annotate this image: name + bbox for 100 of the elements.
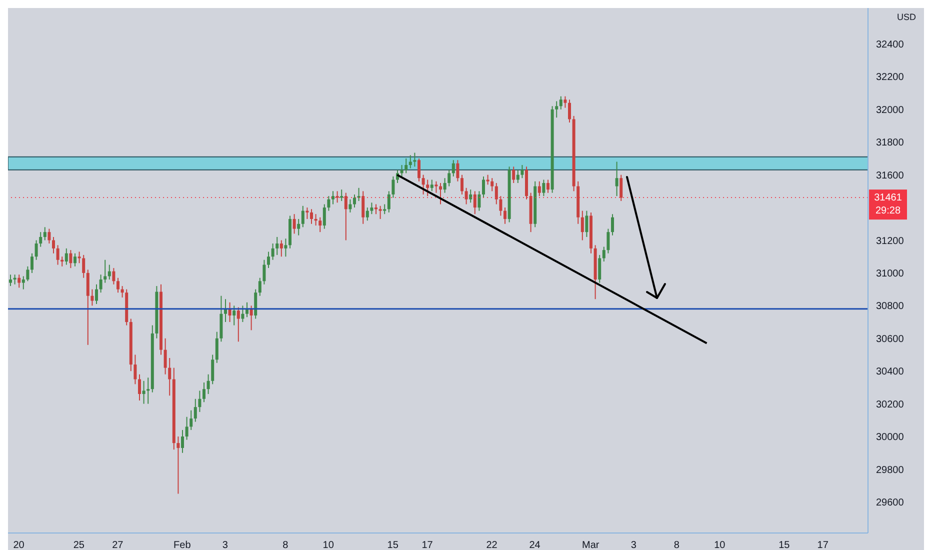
candlestick — [387, 190, 390, 213]
candlestick — [271, 243, 274, 260]
candlestick — [56, 244, 60, 266]
candlestick — [353, 194, 356, 208]
candlestick — [439, 182, 442, 205]
candlestick — [340, 189, 344, 202]
candlestick — [82, 254, 86, 278]
x-tick-label: 17 — [422, 540, 434, 550]
x-tick-label: 8 — [674, 540, 680, 550]
candlestick — [120, 286, 124, 298]
x-tick-label: 10 — [322, 540, 334, 550]
candlestick — [478, 190, 481, 212]
candlestick — [206, 374, 210, 394]
candlestick — [108, 264, 111, 280]
candlestick — [448, 169, 451, 187]
candlestick — [18, 274, 21, 288]
candlestick — [142, 380, 146, 404]
candlestick — [318, 216, 322, 233]
x-tick-label: 15 — [778, 540, 790, 550]
candlestick — [516, 169, 520, 184]
x-tick-label: Feb — [174, 540, 192, 550]
candlestick — [615, 161, 618, 197]
candlestick — [250, 305, 253, 331]
candlestick — [292, 214, 296, 234]
candlestick — [400, 164, 404, 177]
y-tick-label: 31800 — [876, 138, 904, 149]
candlestick — [228, 302, 232, 323]
x-tick-label: 22 — [486, 540, 498, 550]
candlestick — [430, 179, 434, 192]
candlestick — [327, 196, 330, 212]
y-tick-label: 30400 — [876, 366, 904, 378]
candlestick — [34, 240, 38, 260]
candlestick — [426, 179, 430, 197]
text: 29:28 — [875, 206, 901, 217]
candlestick — [538, 180, 541, 197]
candlestick — [512, 166, 516, 184]
y-tick-label: 30600 — [876, 334, 904, 345]
candlestick — [241, 305, 244, 323]
candlestick — [181, 429, 184, 454]
candlestick — [322, 204, 326, 230]
candlestick — [198, 390, 202, 412]
candlestick — [494, 182, 498, 205]
candlestick — [168, 358, 172, 396]
candlestick — [134, 354, 137, 385]
candlestick — [443, 178, 446, 194]
candlestick — [164, 338, 167, 375]
candlestick — [611, 214, 614, 236]
candlestick — [520, 164, 524, 179]
candlestick — [404, 158, 408, 174]
candlestick — [246, 302, 248, 318]
candlestick — [418, 158, 420, 182]
candlestick — [267, 251, 270, 269]
candlestick — [48, 228, 51, 244]
candlestick — [190, 410, 193, 430]
candlestick — [598, 254, 602, 284]
candlestick — [310, 208, 313, 224]
x-tick-label: 17 — [817, 540, 829, 550]
x-tick-label: Mar — [582, 540, 600, 550]
candlestick — [392, 176, 395, 198]
x-tick-label: 20 — [13, 540, 25, 550]
candlestick — [9, 274, 12, 287]
candlestick — [499, 196, 502, 216]
candlestick — [276, 236, 279, 256]
candlestick — [434, 180, 438, 194]
candlestick — [232, 305, 236, 326]
candlestick — [460, 174, 464, 195]
candlestick — [104, 259, 107, 284]
candlestick — [99, 274, 102, 294]
x-tick-label: 8 — [282, 540, 289, 550]
candlestick — [306, 207, 309, 220]
candlestick — [64, 248, 68, 266]
candlestick — [383, 204, 386, 215]
candlestick — [95, 284, 98, 305]
candlestick — [301, 205, 304, 228]
candlestick — [482, 176, 485, 198]
y-tick-label: 30000 — [876, 432, 904, 444]
candlestick — [564, 96, 567, 108]
candlestick — [504, 207, 506, 224]
candlestick — [378, 205, 382, 220]
candlestick — [456, 160, 460, 182]
candlestick — [374, 204, 378, 215]
candlestick — [370, 202, 374, 215]
candlestick — [606, 228, 610, 254]
candlestick — [568, 99, 571, 123]
candlestick — [413, 152, 416, 168]
candlestick — [469, 189, 472, 204]
candlestick — [422, 174, 425, 195]
candlestick — [542, 179, 546, 197]
candlestick — [546, 179, 550, 194]
y-axis-title: USD — [896, 12, 916, 22]
y-tick-label: 29800 — [876, 464, 904, 476]
candlestick — [146, 377, 150, 404]
candlestick — [297, 218, 300, 236]
x-tick-label: 3 — [630, 540, 637, 550]
candlestick — [262, 259, 266, 285]
candlestick — [211, 354, 214, 385]
candlestick — [602, 246, 606, 262]
candlestick — [176, 436, 180, 494]
x-tick-label: 25 — [73, 540, 85, 550]
candlestick — [284, 238, 288, 258]
